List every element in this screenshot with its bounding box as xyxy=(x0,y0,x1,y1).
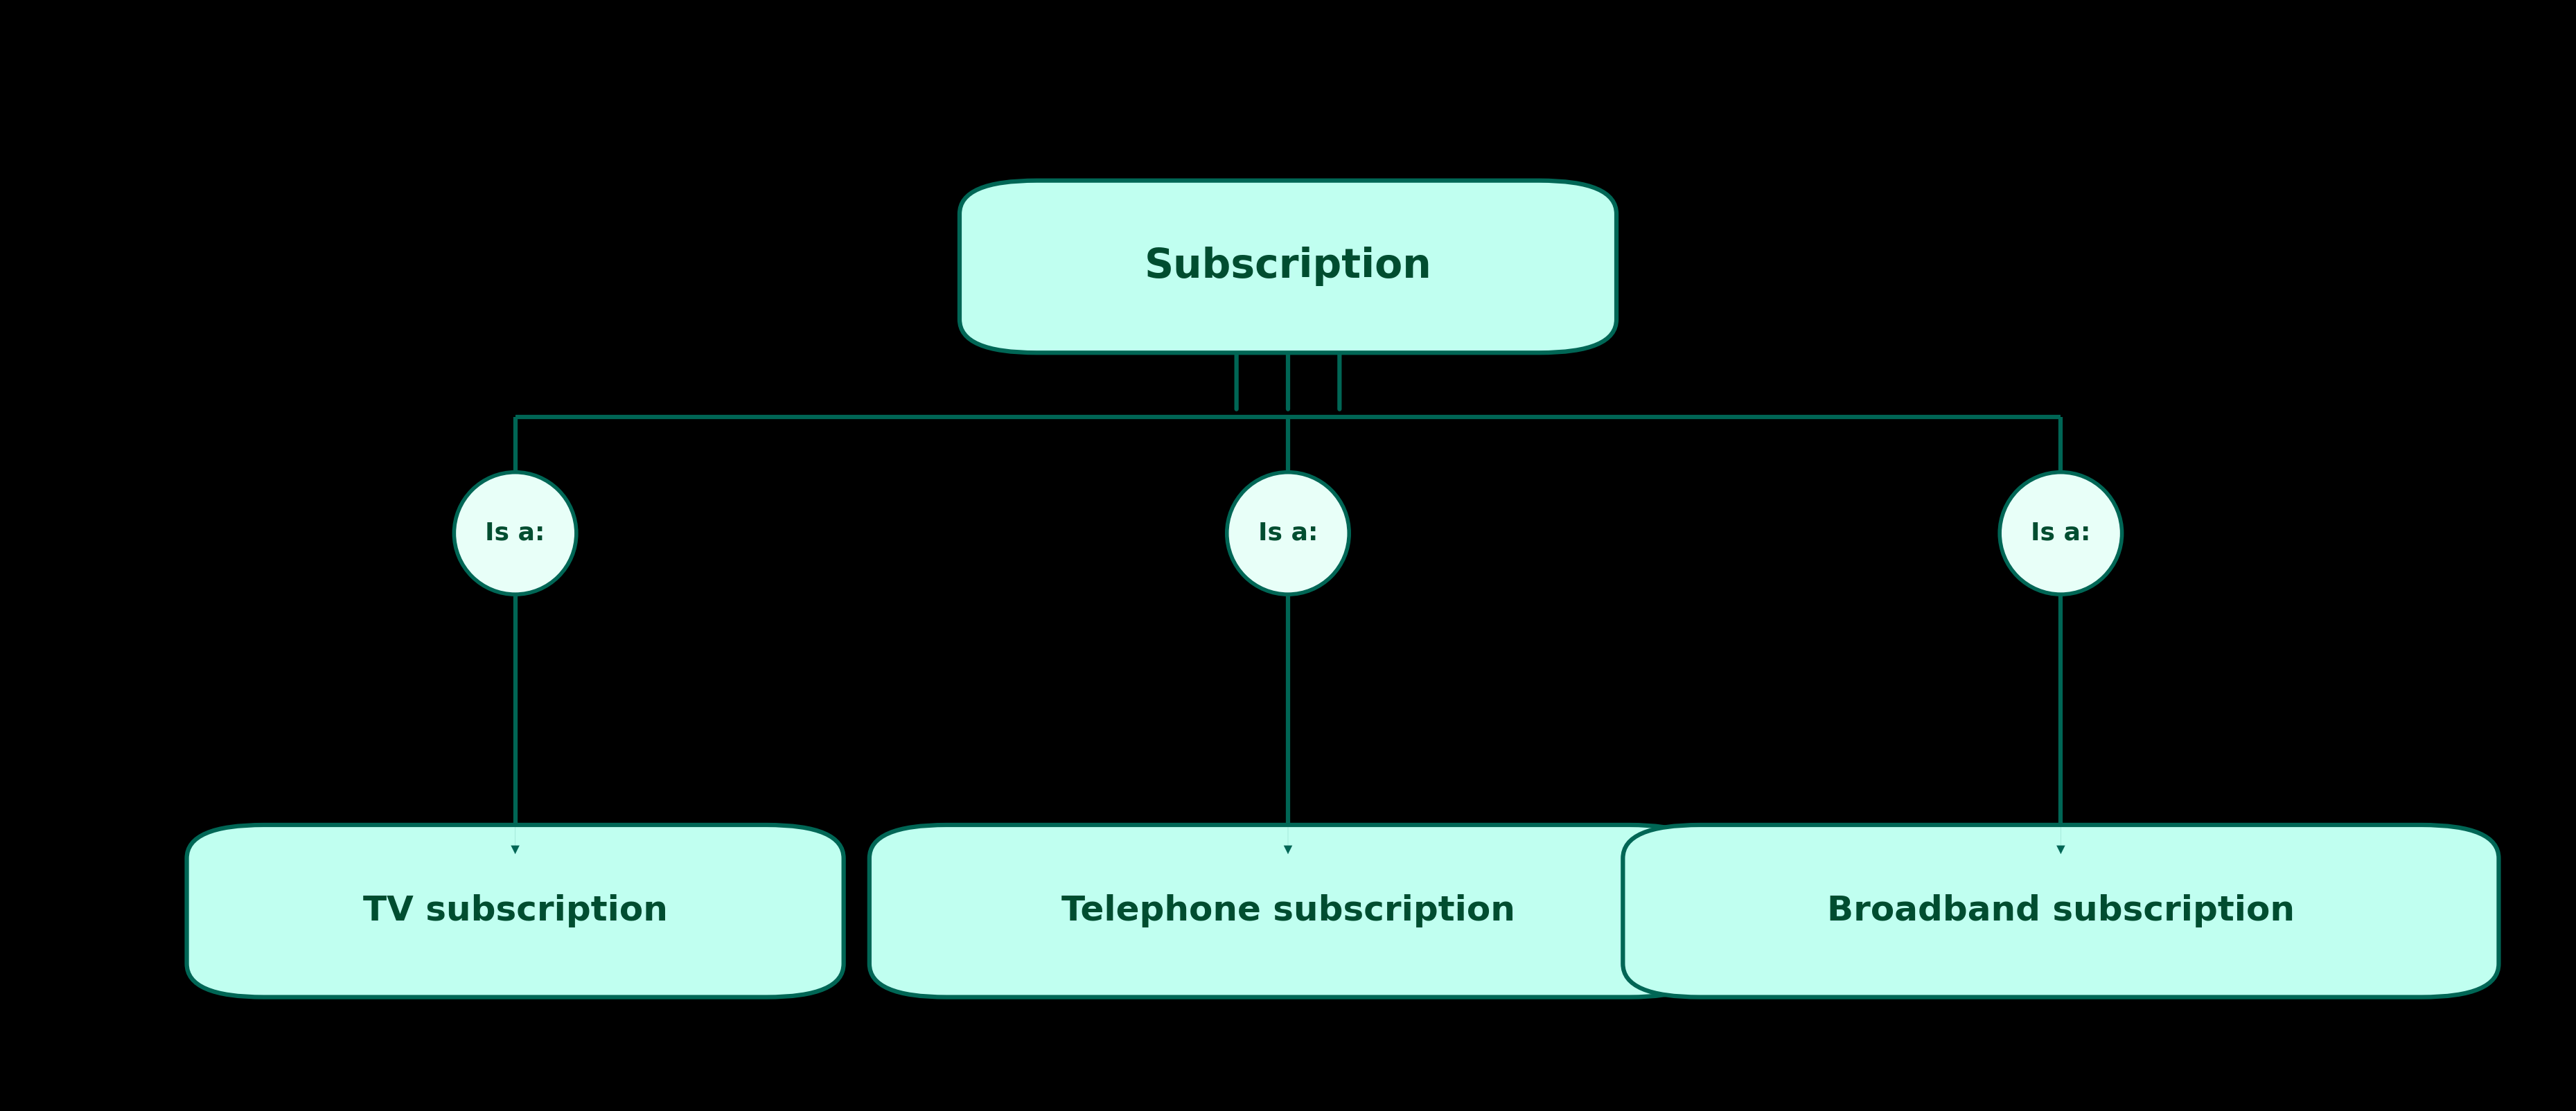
Text: TV subscription: TV subscription xyxy=(363,894,667,928)
Text: Telephone subscription: Telephone subscription xyxy=(1061,894,1515,928)
Text: Broadband subscription: Broadband subscription xyxy=(1826,894,2295,928)
Ellipse shape xyxy=(453,472,577,594)
Text: Is a:: Is a: xyxy=(1257,521,1319,546)
FancyBboxPatch shape xyxy=(188,824,842,998)
Ellipse shape xyxy=(1226,472,1350,594)
Ellipse shape xyxy=(1999,472,2123,594)
FancyBboxPatch shape xyxy=(958,180,1615,353)
FancyBboxPatch shape xyxy=(1623,824,2499,998)
Text: Is a:: Is a: xyxy=(484,521,546,546)
Text: Is a:: Is a: xyxy=(2030,521,2092,546)
FancyBboxPatch shape xyxy=(868,824,1705,998)
Text: Subscription: Subscription xyxy=(1144,247,1432,287)
